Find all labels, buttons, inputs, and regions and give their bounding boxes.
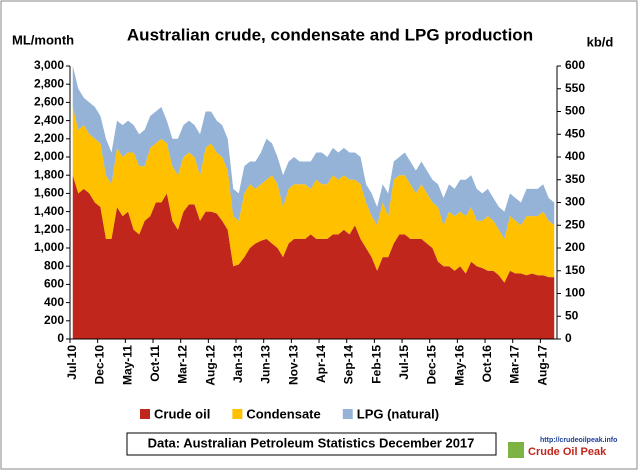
x-tick-label: Mar-12 — [176, 345, 190, 384]
y2-tick-label: 550 — [565, 81, 585, 95]
legend-label: Condensate — [246, 406, 320, 421]
y2-tick-label: 200 — [565, 240, 585, 254]
y2-tick-label: 500 — [565, 104, 585, 118]
y-tick-label: 1,200 — [34, 222, 64, 236]
x-tick-label: Oct-16 — [480, 345, 494, 383]
y-tick-label: 2,600 — [34, 95, 64, 109]
legend-swatch — [232, 409, 243, 419]
x-tick-label: Dec-15 — [425, 345, 439, 385]
x-tick-label: Feb-15 — [369, 345, 383, 384]
x-tick-label: May-16 — [452, 345, 466, 386]
y2-tick-label: 600 — [565, 58, 585, 72]
x-tick-label: May-11 — [120, 345, 134, 385]
y-tick-label: 400 — [44, 295, 64, 309]
y2-tick-label: 400 — [565, 149, 585, 163]
y-tick-label: 1,400 — [34, 204, 64, 218]
source-box — [126, 432, 497, 456]
y-tick-label: 2,000 — [34, 149, 64, 163]
y2-tick-label: 450 — [565, 126, 585, 140]
y-tick-label: 2,800 — [34, 76, 64, 90]
legend-swatch — [140, 409, 150, 419]
y2-axis-label: kb/d — [587, 34, 614, 49]
chart-title: Australian crude, condensate and LPG pro… — [127, 25, 533, 44]
y-axis-label: ML/month — [12, 32, 74, 47]
legend-label: Crude oil — [154, 406, 210, 421]
y-tick-label: 200 — [44, 313, 64, 327]
x-tick-label: Nov-13 — [286, 345, 300, 385]
y-tick-label: 1,800 — [34, 167, 64, 181]
x-tick-label: Jul-15 — [397, 345, 411, 380]
x-tick-label: Aug-17 — [535, 345, 549, 386]
y2-tick-label: 250 — [565, 217, 585, 231]
y-tick-label: 2,400 — [34, 113, 64, 127]
y-tick-label: 1,600 — [34, 186, 64, 200]
y-tick-label: 0 — [57, 331, 64, 345]
x-tick-label: Oct-11 — [148, 345, 162, 382]
x-tick-label: Jul-10 — [65, 345, 79, 380]
y-tick-label: 800 — [44, 258, 64, 272]
x-tick-label: Jan-13 — [231, 345, 245, 383]
logo-url: http://crudeoilpeak.info — [540, 437, 617, 444]
source: Data: Australian Petroleum Statistics De… — [148, 435, 475, 450]
y-tick-label: 1,000 — [34, 240, 64, 254]
x-tick-label: Aug-12 — [203, 345, 217, 386]
x-tick-label: Sep-14 — [342, 345, 356, 385]
area — [72, 66, 555, 239]
logo-text: Crude Oil Peak — [528, 446, 607, 458]
y2-tick-label: 100 — [565, 286, 585, 300]
x-tick-label: Jun-13 — [259, 345, 273, 384]
legend-swatch — [342, 409, 353, 419]
y2-tick-label: 350 — [565, 172, 585, 186]
x-tick-label: Dec-10 — [93, 345, 107, 385]
y2-tick-label: 300 — [565, 195, 585, 209]
y-tick-label: 3,000 — [34, 58, 64, 72]
legend-label: LPG (natural) — [357, 406, 439, 421]
logo-icon — [508, 442, 524, 458]
y2-tick-label: 50 — [565, 308, 579, 322]
y-tick-label: 600 — [44, 277, 64, 291]
y2-tick-label: 0 — [565, 331, 572, 345]
area — [72, 175, 555, 339]
x-tick-label: Apr-14 — [314, 345, 328, 383]
area — [72, 106, 555, 283]
x-tick-label: Mar-17 — [508, 345, 522, 384]
y2-tick-label: 150 — [565, 263, 585, 277]
y-tick-label: 2,200 — [34, 131, 64, 145]
